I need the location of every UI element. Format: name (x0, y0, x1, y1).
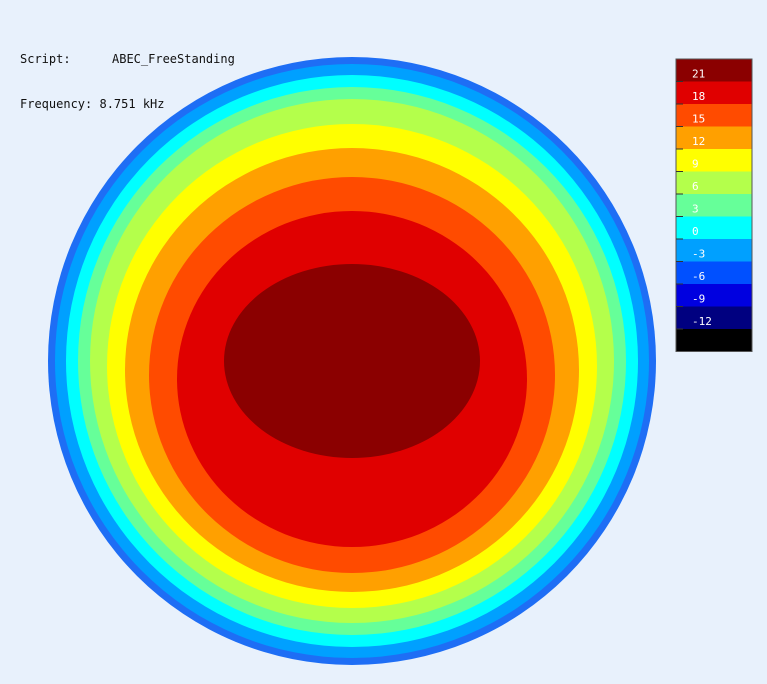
colorbar-tick-label: -3 (692, 248, 705, 261)
colorbar-swatch (676, 306, 752, 330)
colorbar-swatch (676, 126, 752, 150)
contour-band-level-21 (224, 264, 480, 458)
frequency-row: Frequency: 8.751 kHz (20, 97, 235, 112)
script-value: ABEC_FreeStanding (112, 52, 235, 66)
colorbar-tick-label: 15 (692, 113, 705, 126)
colorbar-tick-label: 9 (692, 158, 699, 171)
colorbar-border (675, 58, 753, 352)
colorbar: 21 18 15 12 9 6 3 0 -3 -6 -9 -12 (675, 58, 753, 352)
colorbar-tick-label: 6 (692, 180, 699, 193)
colorbar-swatch (676, 104, 752, 127)
colorbar-tick-label: -9 (692, 293, 705, 306)
colorbar-swatch (676, 261, 752, 285)
frequency-label: Frequency: (20, 97, 93, 111)
script-row: Script: ABEC_FreeStanding (20, 52, 235, 67)
colorbar-tick-label: 21 (692, 68, 705, 81)
colorbar-swatch (676, 149, 752, 172)
colorbar-swatch (676, 329, 752, 352)
script-label: Script: (20, 52, 71, 66)
colorbar-swatch (676, 194, 752, 217)
frequency-value: 8.751 kHz (99, 97, 165, 111)
colorbar-swatch (676, 284, 752, 307)
colorbar-swatch (676, 81, 752, 105)
colorbar-tick-label: -12 (692, 315, 712, 328)
colorbar-tick-label: 0 (692, 225, 699, 238)
colorbar-tick-label: 18 (692, 90, 705, 103)
colorbar-tick-label: -6 (692, 270, 705, 283)
colorbar-swatch (676, 59, 752, 82)
colorbar-swatch (676, 216, 752, 240)
plot-info: Script: ABEC_FreeStanding Frequency: 8.75… (20, 22, 235, 142)
contour-bands (48, 57, 656, 665)
colorbar-swatch (676, 171, 752, 195)
colorbar-tick-label: 12 (692, 135, 705, 148)
colorbar-tick-label: 3 (692, 203, 699, 216)
colorbar-swatch (676, 239, 752, 262)
